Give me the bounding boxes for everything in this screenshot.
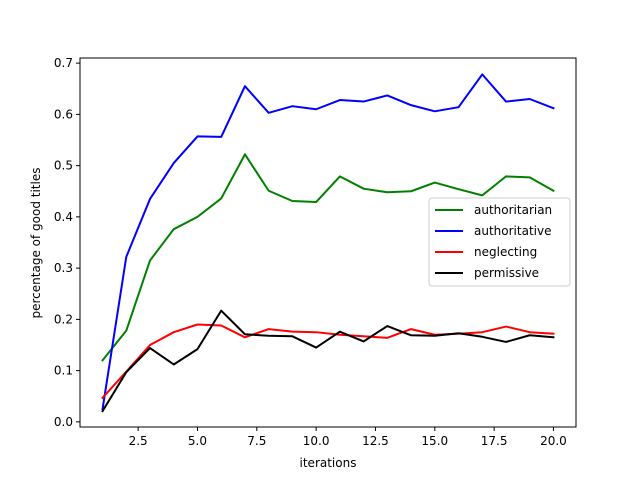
x-tick-label: 12.5 — [362, 434, 389, 448]
y-tick-label: 0.5 — [54, 159, 73, 173]
legend-label-authoritarian: authoritarian — [474, 203, 552, 217]
series-layer — [101, 73, 555, 413]
legend-label-permissive: permissive — [474, 266, 539, 280]
series-line-permissive — [101, 309, 555, 413]
legend-label-neglecting: neglecting — [474, 245, 537, 259]
x-tick-label: 17.5 — [481, 434, 508, 448]
series-line-neglecting — [101, 323, 555, 400]
legend-box — [428, 197, 571, 287]
series-line-authoritative — [101, 73, 555, 411]
x-tick-label: 2.5 — [129, 434, 148, 448]
legend: authoritarian authoritative neglecting perm… — [428, 197, 571, 287]
x-tick-label: 10.0 — [303, 434, 330, 448]
x-tick-label: 5.0 — [188, 434, 207, 448]
y-tick-label: 0.0 — [54, 415, 73, 429]
axes-layer: 2.5 5.0 7.5 10.0 12.5 15.0 17.5 20.0 0.0 0.1 0.2 0.… — [54, 56, 577, 448]
x-axis-label: iterations — [300, 456, 357, 470]
axes-frame — [79, 57, 577, 428]
y-tick-label: 0.3 — [54, 261, 73, 275]
x-tick-label: 7.5 — [247, 434, 266, 448]
x-tick-label: 20.0 — [540, 434, 567, 448]
y-tick-label: 0.7 — [54, 56, 73, 70]
series-line-authoritarian — [101, 153, 555, 362]
x-tick-label: 15.0 — [421, 434, 448, 448]
y-tick-label: 0.2 — [54, 312, 73, 326]
y-tick-label: 0.4 — [54, 210, 73, 224]
y-axis-label: percentage of good titles — [29, 168, 43, 319]
y-tick-label: 0.6 — [54, 107, 73, 121]
y-tick-label: 0.1 — [54, 364, 73, 378]
legend-label-authoritative: authoritative — [474, 224, 551, 238]
